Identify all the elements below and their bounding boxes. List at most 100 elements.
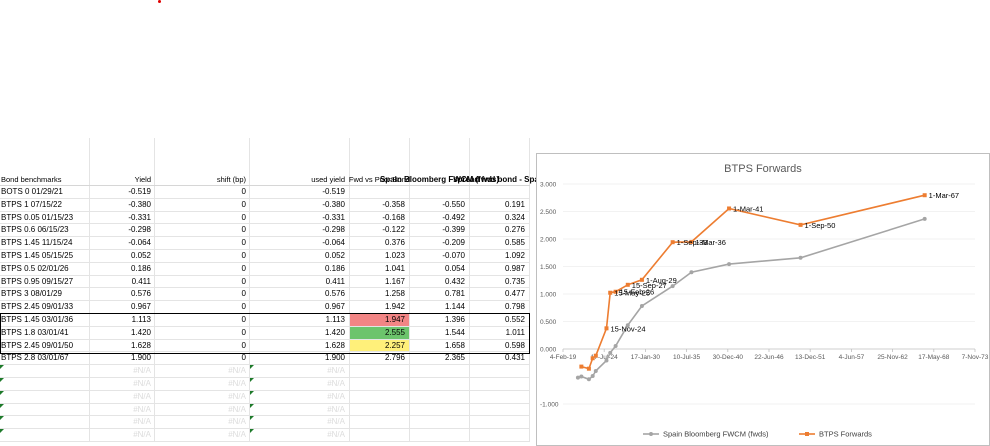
cell-used[interactable]: -0.380 (250, 198, 350, 211)
cell-spread[interactable]: 0.987 (470, 262, 530, 275)
cell-shift[interactable]: 0 (155, 326, 250, 339)
cell-used[interactable]: -0.064 (250, 237, 350, 249)
cell-yield[interactable]: 1.628 (90, 339, 155, 352)
cell-shift[interactable]: 0 (155, 339, 250, 352)
cell-shift[interactable]: 0 (155, 211, 250, 224)
cell-used[interactable]: 0.411 (250, 275, 350, 288)
na-cell[interactable] (0, 403, 90, 416)
header-shift[interactable]: shift (bp) (155, 138, 250, 185)
na-cell[interactable] (350, 390, 410, 403)
cell-bond[interactable]: BTPS 1.45 03/01/36 (0, 313, 90, 326)
na-cell[interactable]: #N/A (155, 416, 250, 429)
cell-shift[interactable]: 0 (155, 313, 250, 326)
na-cell[interactable]: #N/A (90, 403, 155, 416)
na-cell[interactable] (0, 429, 90, 441)
na-cell[interactable]: #N/A (250, 416, 350, 429)
cell-fwd[interactable]: -0.358 (350, 198, 410, 211)
na-cell[interactable]: #N/A (90, 365, 155, 377)
cell-spread[interactable]: 0.191 (470, 198, 530, 211)
cell-spain[interactable]: 1.544 (410, 326, 470, 339)
cell-spread[interactable]: 0.585 (470, 237, 530, 249)
cell-shift[interactable]: 0 (155, 262, 250, 275)
cell-fwd[interactable]: -0.168 (350, 211, 410, 224)
cell-fwd[interactable]: 0.376 (350, 237, 410, 249)
cell-bond[interactable]: BTPS 1.8 03/01/41 (0, 326, 90, 339)
cell-shift[interactable]: 0 (155, 301, 250, 313)
cell-spread[interactable]: 0.598 (470, 339, 530, 352)
cell-yield[interactable]: -0.380 (90, 198, 155, 211)
na-cell[interactable]: #N/A (90, 429, 155, 441)
header-yield[interactable]: Yield (90, 138, 155, 185)
na-cell[interactable] (350, 377, 410, 390)
cell-used[interactable]: 1.900 (250, 352, 350, 365)
na-cell[interactable] (0, 365, 90, 377)
cell-used[interactable]: 1.628 (250, 339, 350, 352)
na-cell[interactable] (410, 390, 470, 403)
cell-used[interactable]: 1.113 (250, 313, 350, 326)
cell-spain[interactable]: 0.054 (410, 262, 470, 275)
na-cell[interactable] (410, 429, 470, 441)
cell-spread[interactable]: 1.092 (470, 249, 530, 262)
cell-spain[interactable]: -0.550 (410, 198, 470, 211)
cell-yield[interactable]: -0.064 (90, 237, 155, 249)
na-cell[interactable]: #N/A (155, 365, 250, 377)
cell-spain[interactable]: -0.399 (410, 224, 470, 237)
na-cell[interactable]: #N/A (155, 377, 250, 390)
cell-used[interactable]: -0.331 (250, 211, 350, 224)
na-cell[interactable]: #N/A (250, 390, 350, 403)
cell-spread[interactable]: 0.431 (470, 352, 530, 365)
na-cell[interactable] (470, 429, 530, 441)
cell-spain[interactable]: 0.432 (410, 275, 470, 288)
cell-shift[interactable]: 0 (155, 352, 250, 365)
header-used-yield[interactable]: used yield (250, 138, 350, 185)
cell-spain[interactable]: -0.492 (410, 211, 470, 224)
cell-shift[interactable]: 0 (155, 224, 250, 237)
header-spread[interactable]: spread fwd bond - Spain (453, 138, 546, 185)
cell-bond[interactable]: BTPS 2.45 09/01/33 (0, 301, 90, 313)
cell-used[interactable]: -0.519 (250, 186, 350, 198)
cell-spain[interactable]: 2.365 (410, 352, 470, 365)
na-cell[interactable] (350, 429, 410, 441)
cell-used[interactable]: -0.298 (250, 224, 350, 237)
header-bond[interactable]: Bond benchmarks (0, 138, 90, 185)
na-cell[interactable] (470, 403, 530, 416)
cell-spread[interactable]: 0.276 (470, 224, 530, 237)
cell-fwd[interactable]: 2.257 (350, 339, 410, 352)
cell-bond[interactable]: BTPS 1.45 11/15/24 (0, 237, 90, 249)
cell-shift[interactable]: 0 (155, 249, 250, 262)
na-cell[interactable] (350, 403, 410, 416)
na-cell[interactable] (350, 416, 410, 429)
cell-fwd[interactable]: 1.023 (350, 249, 410, 262)
na-cell[interactable]: #N/A (155, 390, 250, 403)
cell-fwd[interactable]: 1.167 (350, 275, 410, 288)
cell-yield[interactable]: 0.052 (90, 249, 155, 262)
btps-forwards-chart[interactable]: BTPS Forwards -1.000 0.000 0.500 1.000 1.500 2… (536, 153, 990, 446)
cell-used[interactable]: 0.967 (250, 301, 350, 313)
cell-bond[interactable]: BTPS 3 08/01/29 (0, 288, 90, 301)
cell-bond[interactable]: BTPS 1.45 05/15/25 (0, 249, 90, 262)
cell-fwd[interactable]: 2.796 (350, 352, 410, 365)
cell-shift[interactable]: 0 (155, 288, 250, 301)
cell-used[interactable]: 1.420 (250, 326, 350, 339)
cell-used[interactable]: 0.576 (250, 288, 350, 301)
cell-shift[interactable]: 0 (155, 237, 250, 249)
na-cell[interactable] (350, 365, 410, 377)
na-cell[interactable]: #N/A (250, 429, 350, 441)
na-cell[interactable] (470, 365, 530, 377)
cell-yield[interactable]: 0.967 (90, 301, 155, 313)
cell-yield[interactable]: 0.186 (90, 262, 155, 275)
cell-fwd[interactable]: 2.555 (350, 326, 410, 339)
header-fwd-vs-prior[interactable]: Fwd vs Prior Bond (349, 138, 410, 185)
cell-shift[interactable]: 0 (155, 198, 250, 211)
cell-spain[interactable]: 1.144 (410, 301, 470, 313)
na-cell[interactable] (0, 416, 90, 429)
na-cell[interactable] (410, 416, 470, 429)
cell-spread[interactable]: 0.552 (470, 313, 530, 326)
na-cell[interactable]: #N/A (90, 390, 155, 403)
na-cell[interactable]: #N/A (250, 403, 350, 416)
na-cell[interactable]: #N/A (90, 416, 155, 429)
cell-bond[interactable]: BTPS 0.5 02/01/26 (0, 262, 90, 275)
cell-bond[interactable]: BTPS 1 07/15/22 (0, 198, 90, 211)
cell-yield[interactable]: 1.113 (90, 313, 155, 326)
na-cell[interactable] (410, 403, 470, 416)
